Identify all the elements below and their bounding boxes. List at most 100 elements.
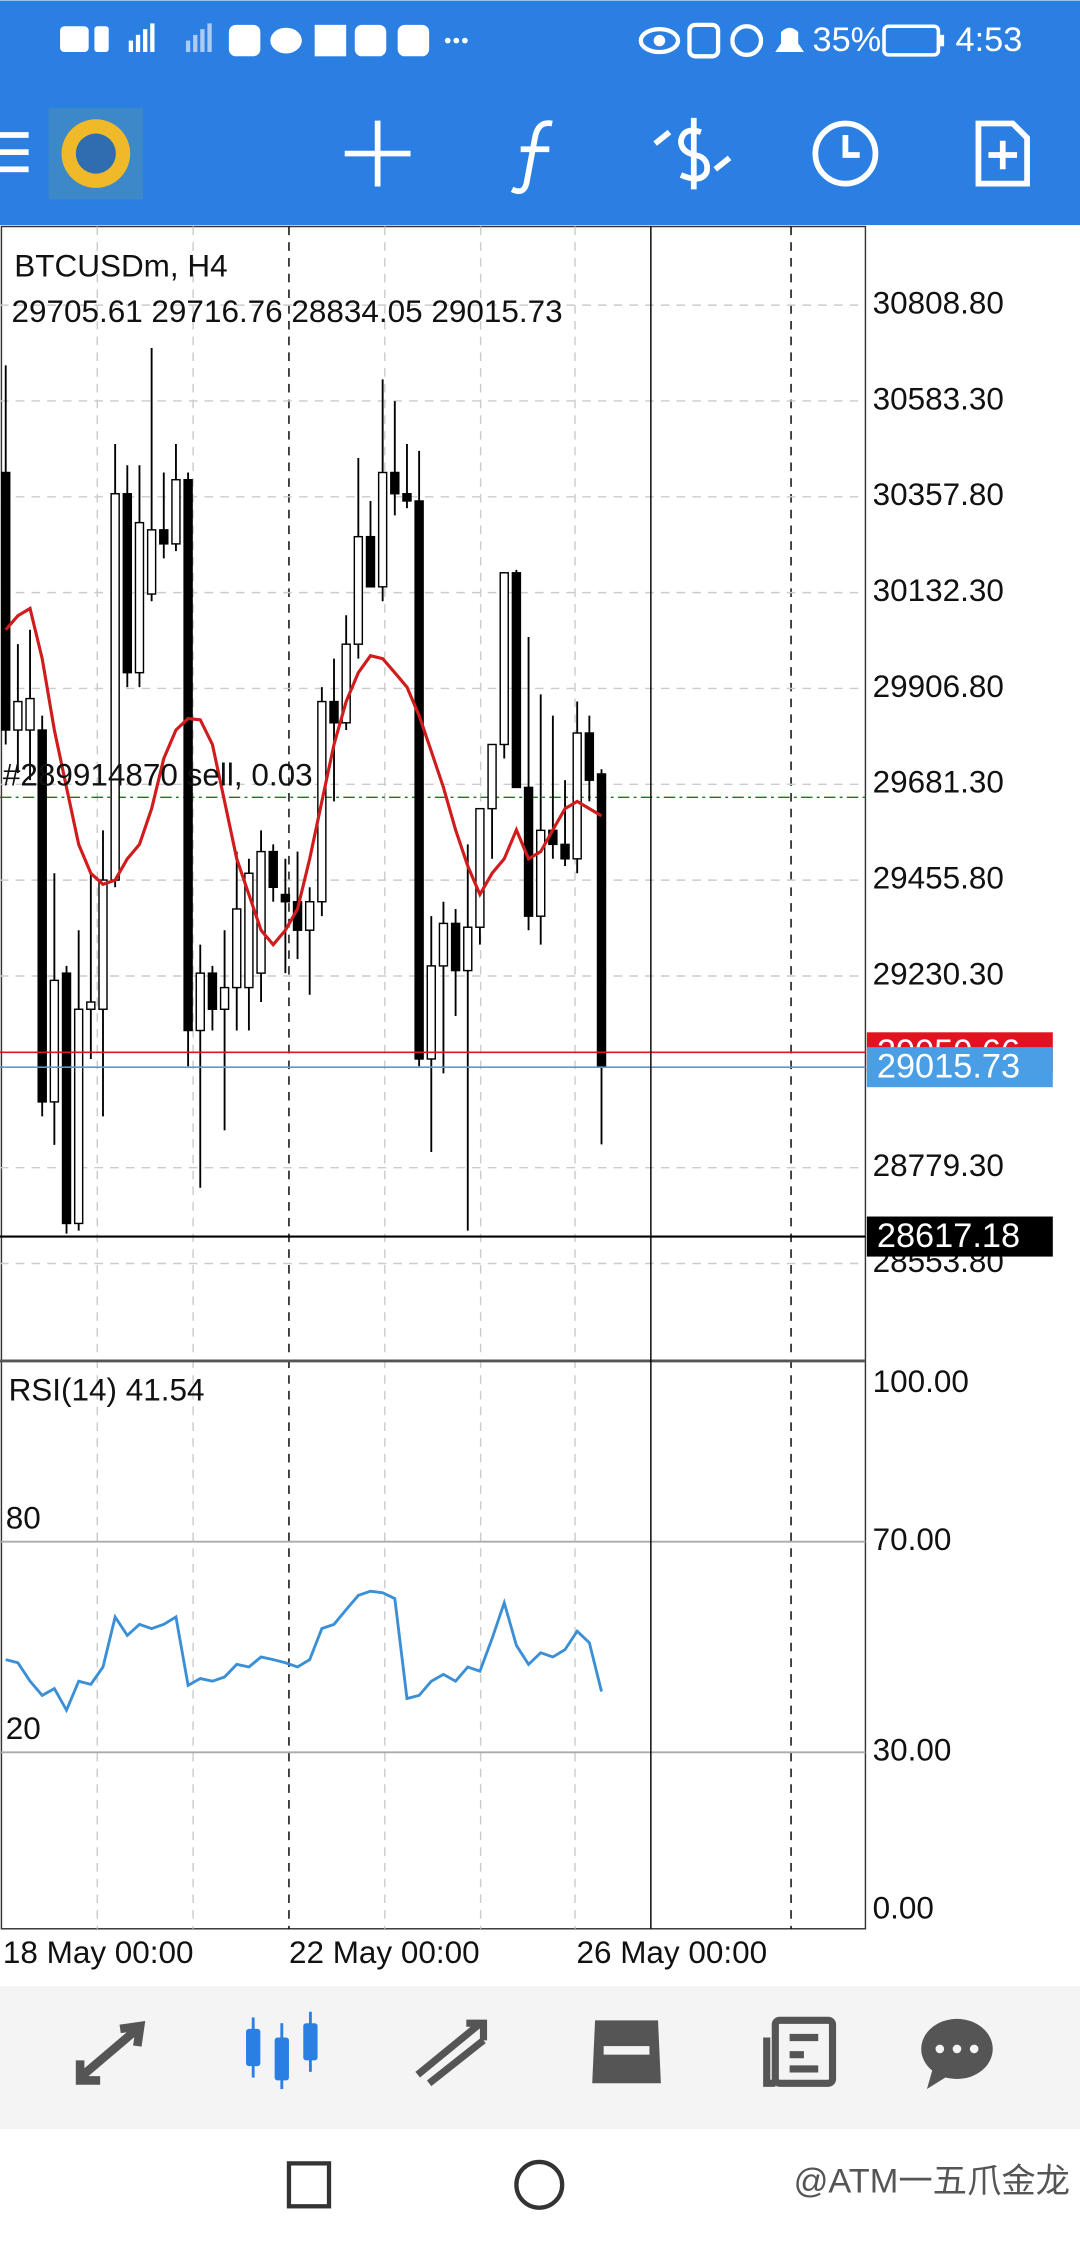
candle-body [353, 535, 364, 645]
candle-body [195, 972, 205, 1032]
candle-body [25, 697, 35, 731]
candle-body [37, 729, 47, 1103]
level-label: 20 [6, 1711, 41, 1746]
app-logo[interactable] [48, 107, 144, 200]
y-tick-label: 29230.30 [873, 956, 1004, 991]
candle-body [377, 471, 388, 588]
candle-body [572, 732, 582, 860]
candle-body [159, 529, 169, 545]
candle-body [73, 1008, 84, 1225]
new-order-tool[interactable] [975, 120, 1030, 187]
price-label-box [866, 1216, 1053, 1257]
chart-area [0, 225, 867, 1930]
recent-apps-button[interactable] [286, 2161, 332, 2209]
ohlc-label: 29705.61 29716.76 28834.05 29015.73 [11, 294, 562, 329]
price-layer: 0.00 30.00 70.00 100.00 80 20 [0, 304, 969, 1925]
history-tab[interactable] [592, 2020, 661, 2084]
candle-body [511, 572, 522, 789]
symbol-title: BTCUSDm, H4 [14, 248, 227, 283]
candle-body [232, 908, 242, 989]
home-button[interactable] [514, 2159, 565, 2210]
order-label: #289914870 sell, 0.03 [3, 758, 313, 793]
candle-body [219, 986, 230, 1010]
watermark: @ATM一五爪金龙 [794, 2162, 1070, 2200]
price-label: 28617.18 [877, 1217, 1020, 1255]
price-label-box [866, 1047, 1053, 1088]
status-icons [60, 22, 945, 59]
candle-body [134, 521, 145, 674]
candle-body [86, 1001, 96, 1010]
y-tick-label: 28779.30 [873, 1148, 1004, 1183]
y-tick-label: 30132.30 [873, 573, 1004, 608]
y-tick-label: 0.00 [873, 1890, 934, 1925]
trade-tool[interactable] [653, 117, 732, 190]
chart-tab[interactable] [246, 2011, 318, 2089]
news-tab[interactable] [763, 2016, 837, 2087]
y-tick-label: 30808.80 [873, 285, 1004, 320]
candle-body [280, 893, 291, 903]
quotes-tab[interactable] [75, 2020, 146, 2085]
clock: 4:53 [956, 21, 1023, 59]
candle-body [596, 773, 607, 1068]
candle-body [487, 743, 497, 810]
candle-body [13, 700, 23, 731]
battery-level: 35% [813, 21, 882, 59]
candle-body [329, 700, 339, 724]
candle-body [171, 478, 181, 545]
x-tick-label: 18 May 00:00 [3, 1935, 194, 1970]
rsi-title: RSI(14) 41.54 [9, 1373, 205, 1408]
candle-body [268, 850, 278, 889]
trade-tab[interactable] [415, 2019, 488, 2087]
candle-body [450, 922, 461, 972]
candle-body [560, 843, 570, 860]
y-tick-label: 100.00 [873, 1364, 969, 1399]
y-tick-label: 30583.30 [873, 381, 1004, 416]
x-tick-label: 26 May 00:00 [576, 1935, 767, 1970]
candle-body [146, 529, 157, 595]
x-tick-label: 22 May 00:00 [289, 1935, 480, 1970]
price-axis [866, 226, 1080, 1360]
candle-body [256, 850, 266, 974]
top-bar [0, 0, 1080, 226]
crosshair-tool[interactable] [344, 120, 411, 187]
candle-body [183, 478, 193, 1032]
candle-body [110, 493, 120, 881]
period-tool[interactable] [812, 120, 879, 187]
y-tick-label: 29455.80 [873, 860, 1004, 895]
candle-body [390, 471, 400, 495]
candle-body [414, 500, 424, 1060]
chat-tab[interactable] [921, 2018, 993, 2089]
candle-body [535, 829, 546, 917]
y-tick-label: 29906.80 [873, 669, 1004, 704]
bottom-nav [0, 1986, 1080, 2130]
candle-body [584, 732, 595, 781]
menu-button[interactable] [0, 132, 29, 173]
level-label: 80 [6, 1501, 41, 1536]
y-tick-label: 30357.80 [873, 477, 1004, 512]
candle-body [499, 572, 509, 746]
period-separator [288, 226, 792, 1929]
candle-body [438, 922, 449, 967]
candle-body [49, 979, 60, 1103]
vertical-grid [96, 226, 576, 1929]
moving-average [4, 606, 603, 948]
indicators-tool[interactable] [510, 120, 553, 195]
candle-body [463, 926, 473, 972]
candle-body [402, 493, 412, 502]
candle-body [244, 872, 254, 989]
candle-body [1, 471, 11, 731]
y-tick-label: 70.00 [873, 1522, 952, 1557]
candle-body [475, 807, 485, 928]
candle-body [341, 643, 351, 724]
rsi-line [5, 1589, 603, 1714]
y-tick-label: 29681.30 [873, 765, 1004, 800]
candle-body [207, 972, 218, 1010]
candle-body [304, 901, 315, 931]
candle-body [98, 879, 108, 1010]
price-label: 29015.73 [877, 1048, 1020, 1086]
candle-body [122, 493, 133, 674]
candle-body [365, 535, 376, 588]
candle-body [426, 965, 437, 1060]
